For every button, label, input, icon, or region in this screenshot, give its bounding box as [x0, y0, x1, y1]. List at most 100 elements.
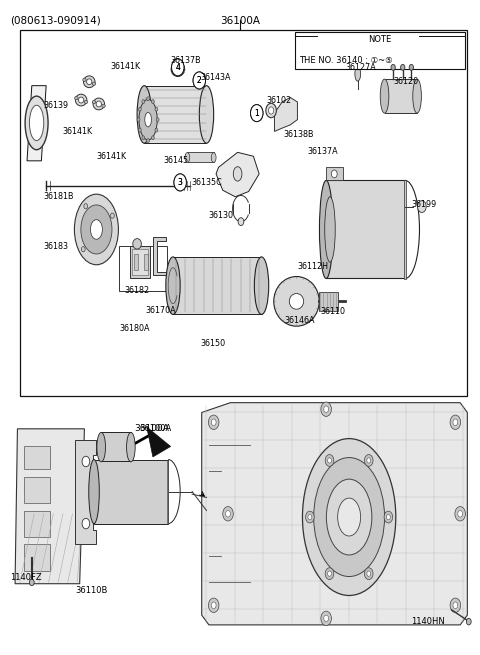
Text: 36110B: 36110B — [75, 586, 107, 595]
Text: NOTE: NOTE — [368, 35, 392, 45]
Polygon shape — [27, 86, 46, 161]
Ellipse shape — [324, 615, 328, 622]
Text: 36183: 36183 — [44, 242, 69, 251]
Ellipse shape — [401, 64, 405, 70]
Text: 1: 1 — [254, 109, 259, 118]
Ellipse shape — [208, 598, 219, 612]
Text: 36139: 36139 — [44, 101, 69, 110]
Ellipse shape — [384, 511, 393, 523]
Circle shape — [174, 174, 186, 191]
Text: 36170A: 36170A — [145, 306, 176, 315]
Text: 36141K: 36141K — [111, 62, 141, 71]
Ellipse shape — [152, 136, 155, 140]
Ellipse shape — [86, 79, 92, 84]
Ellipse shape — [155, 107, 158, 111]
Ellipse shape — [185, 153, 190, 162]
Ellipse shape — [93, 98, 105, 110]
Ellipse shape — [211, 602, 216, 608]
Ellipse shape — [266, 103, 276, 118]
Text: 36120: 36120 — [393, 77, 418, 86]
FancyBboxPatch shape — [144, 254, 148, 270]
Ellipse shape — [75, 94, 87, 106]
Ellipse shape — [306, 511, 314, 523]
Circle shape — [171, 59, 184, 76]
Ellipse shape — [171, 62, 184, 77]
Text: 36100A: 36100A — [140, 424, 172, 434]
Text: 36102: 36102 — [266, 96, 291, 105]
Polygon shape — [147, 427, 170, 457]
Text: 2: 2 — [197, 76, 202, 85]
Text: 36182: 36182 — [124, 286, 149, 295]
Ellipse shape — [413, 79, 421, 113]
Ellipse shape — [320, 180, 333, 278]
Ellipse shape — [84, 100, 87, 103]
Text: 3: 3 — [178, 178, 182, 187]
FancyBboxPatch shape — [24, 477, 50, 502]
FancyBboxPatch shape — [167, 460, 168, 523]
Ellipse shape — [89, 460, 99, 523]
Ellipse shape — [367, 458, 371, 463]
Ellipse shape — [81, 247, 85, 252]
Text: 36137B: 36137B — [170, 56, 201, 66]
Ellipse shape — [211, 153, 216, 162]
Ellipse shape — [29, 105, 44, 141]
FancyBboxPatch shape — [130, 246, 150, 278]
Text: 36141K: 36141K — [63, 127, 93, 136]
Polygon shape — [75, 440, 96, 544]
Ellipse shape — [418, 200, 426, 212]
FancyBboxPatch shape — [187, 153, 214, 162]
FancyBboxPatch shape — [173, 257, 262, 314]
FancyBboxPatch shape — [132, 249, 148, 275]
Circle shape — [193, 72, 205, 89]
Ellipse shape — [355, 67, 360, 81]
Ellipse shape — [97, 432, 106, 462]
Ellipse shape — [142, 136, 145, 140]
FancyBboxPatch shape — [24, 544, 50, 571]
Text: 36137A: 36137A — [307, 147, 337, 155]
Polygon shape — [153, 237, 166, 275]
Ellipse shape — [327, 571, 331, 576]
Text: 36181B: 36181B — [44, 193, 74, 201]
Ellipse shape — [145, 113, 152, 127]
Ellipse shape — [324, 196, 335, 262]
Ellipse shape — [82, 518, 90, 529]
Ellipse shape — [326, 479, 372, 555]
Ellipse shape — [391, 64, 396, 70]
Ellipse shape — [199, 86, 214, 143]
Ellipse shape — [289, 293, 304, 309]
Text: THE NO. 36140 : ①~⑤: THE NO. 36140 : ①~⑤ — [299, 56, 393, 66]
Ellipse shape — [208, 415, 219, 430]
Circle shape — [251, 105, 263, 122]
FancyBboxPatch shape — [120, 246, 167, 291]
Ellipse shape — [254, 257, 269, 314]
Ellipse shape — [102, 104, 105, 107]
FancyBboxPatch shape — [94, 460, 168, 523]
Text: (080613-090914): (080613-090914) — [10, 15, 101, 25]
Ellipse shape — [458, 510, 463, 517]
Text: 36145: 36145 — [163, 156, 189, 164]
Circle shape — [174, 174, 186, 191]
Ellipse shape — [337, 498, 360, 536]
FancyBboxPatch shape — [101, 432, 131, 462]
Ellipse shape — [211, 419, 216, 426]
Ellipse shape — [138, 128, 141, 132]
Text: 36127A: 36127A — [345, 63, 376, 72]
Text: 36150: 36150 — [201, 339, 226, 348]
Ellipse shape — [74, 96, 78, 100]
Ellipse shape — [386, 514, 390, 519]
Ellipse shape — [147, 139, 150, 143]
Ellipse shape — [96, 101, 101, 107]
Text: 1: 1 — [254, 109, 259, 118]
Ellipse shape — [226, 510, 230, 517]
Ellipse shape — [325, 455, 334, 466]
FancyBboxPatch shape — [24, 510, 50, 536]
Text: 3: 3 — [178, 178, 182, 187]
Text: 36199: 36199 — [411, 200, 437, 209]
Ellipse shape — [142, 100, 145, 103]
Ellipse shape — [84, 76, 95, 88]
Ellipse shape — [81, 205, 112, 254]
FancyBboxPatch shape — [326, 180, 405, 278]
Ellipse shape — [302, 439, 396, 595]
Ellipse shape — [238, 217, 244, 225]
Ellipse shape — [83, 78, 86, 81]
